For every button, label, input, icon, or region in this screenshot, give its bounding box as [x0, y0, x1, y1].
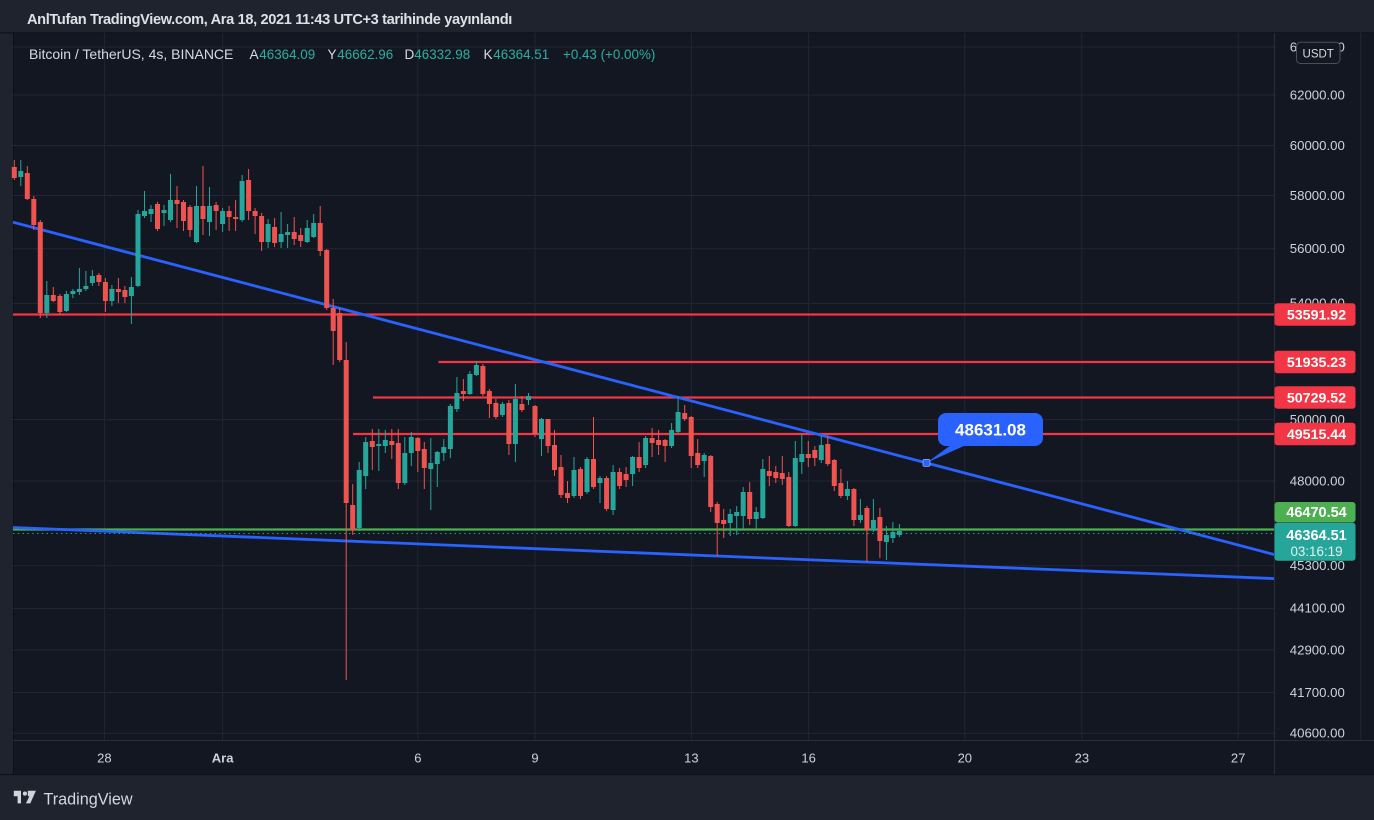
svg-text:Y: Y: [328, 47, 337, 62]
svg-text:27: 27: [1231, 751, 1245, 766]
svg-text:D: D: [405, 47, 415, 62]
svg-text:46364.09: 46364.09: [259, 47, 315, 62]
svg-text:46470.54: 46470.54: [1286, 505, 1346, 521]
svg-text:41700.00: 41700.00: [1290, 685, 1345, 700]
svg-text:13: 13: [684, 751, 698, 766]
svg-text:42900.00: 42900.00: [1290, 642, 1345, 657]
svg-text:48631.08: 48631.08: [955, 421, 1026, 440]
svg-text:45300.00: 45300.00: [1290, 558, 1345, 573]
svg-text:6: 6: [414, 751, 421, 766]
svg-text:49515.44: 49515.44: [1287, 427, 1346, 443]
svg-text:Bitcoin / TetherUS, 4s, BINANC: Bitcoin / TetherUS, 4s, BINANCE: [29, 46, 233, 62]
svg-text:46332.98: 46332.98: [414, 47, 470, 62]
svg-text:46364.51: 46364.51: [1286, 528, 1346, 544]
svg-text:A: A: [250, 47, 260, 62]
svg-text:28: 28: [97, 751, 111, 766]
svg-text:40600.00: 40600.00: [1290, 726, 1345, 741]
svg-text:+0.43 (+0.00%): +0.43 (+0.00%): [563, 47, 655, 62]
svg-text:44100.00: 44100.00: [1290, 601, 1345, 616]
svg-text:58000.00: 58000.00: [1290, 188, 1345, 203]
svg-text:K: K: [484, 47, 493, 62]
svg-text:Ara: Ara: [212, 751, 234, 766]
svg-text:56000.00: 56000.00: [1290, 241, 1345, 256]
svg-text:16: 16: [801, 751, 815, 766]
svg-text:53591.92: 53591.92: [1287, 308, 1346, 324]
svg-text:46364.51: 46364.51: [493, 47, 549, 62]
svg-text:TradingView: TradingView: [44, 791, 133, 809]
svg-text:48000.00: 48000.00: [1290, 473, 1345, 488]
svg-text:AnlTufan TradingView.com, Ara: AnlTufan TradingView.com, Ara 18, 2021 1…: [27, 12, 512, 28]
svg-text:20: 20: [958, 751, 972, 766]
svg-text:51935.23: 51935.23: [1287, 355, 1346, 371]
svg-text:9: 9: [531, 751, 538, 766]
svg-text:03:16:19: 03:16:19: [1290, 544, 1342, 559]
svg-text:62000.00: 62000.00: [1290, 87, 1345, 102]
svg-text:46662.96: 46662.96: [337, 47, 393, 62]
svg-text:USDT: USDT: [1303, 49, 1334, 61]
svg-text:23: 23: [1075, 751, 1089, 766]
svg-text:50729.52: 50729.52: [1287, 391, 1346, 407]
svg-text:60000.00: 60000.00: [1290, 138, 1345, 153]
